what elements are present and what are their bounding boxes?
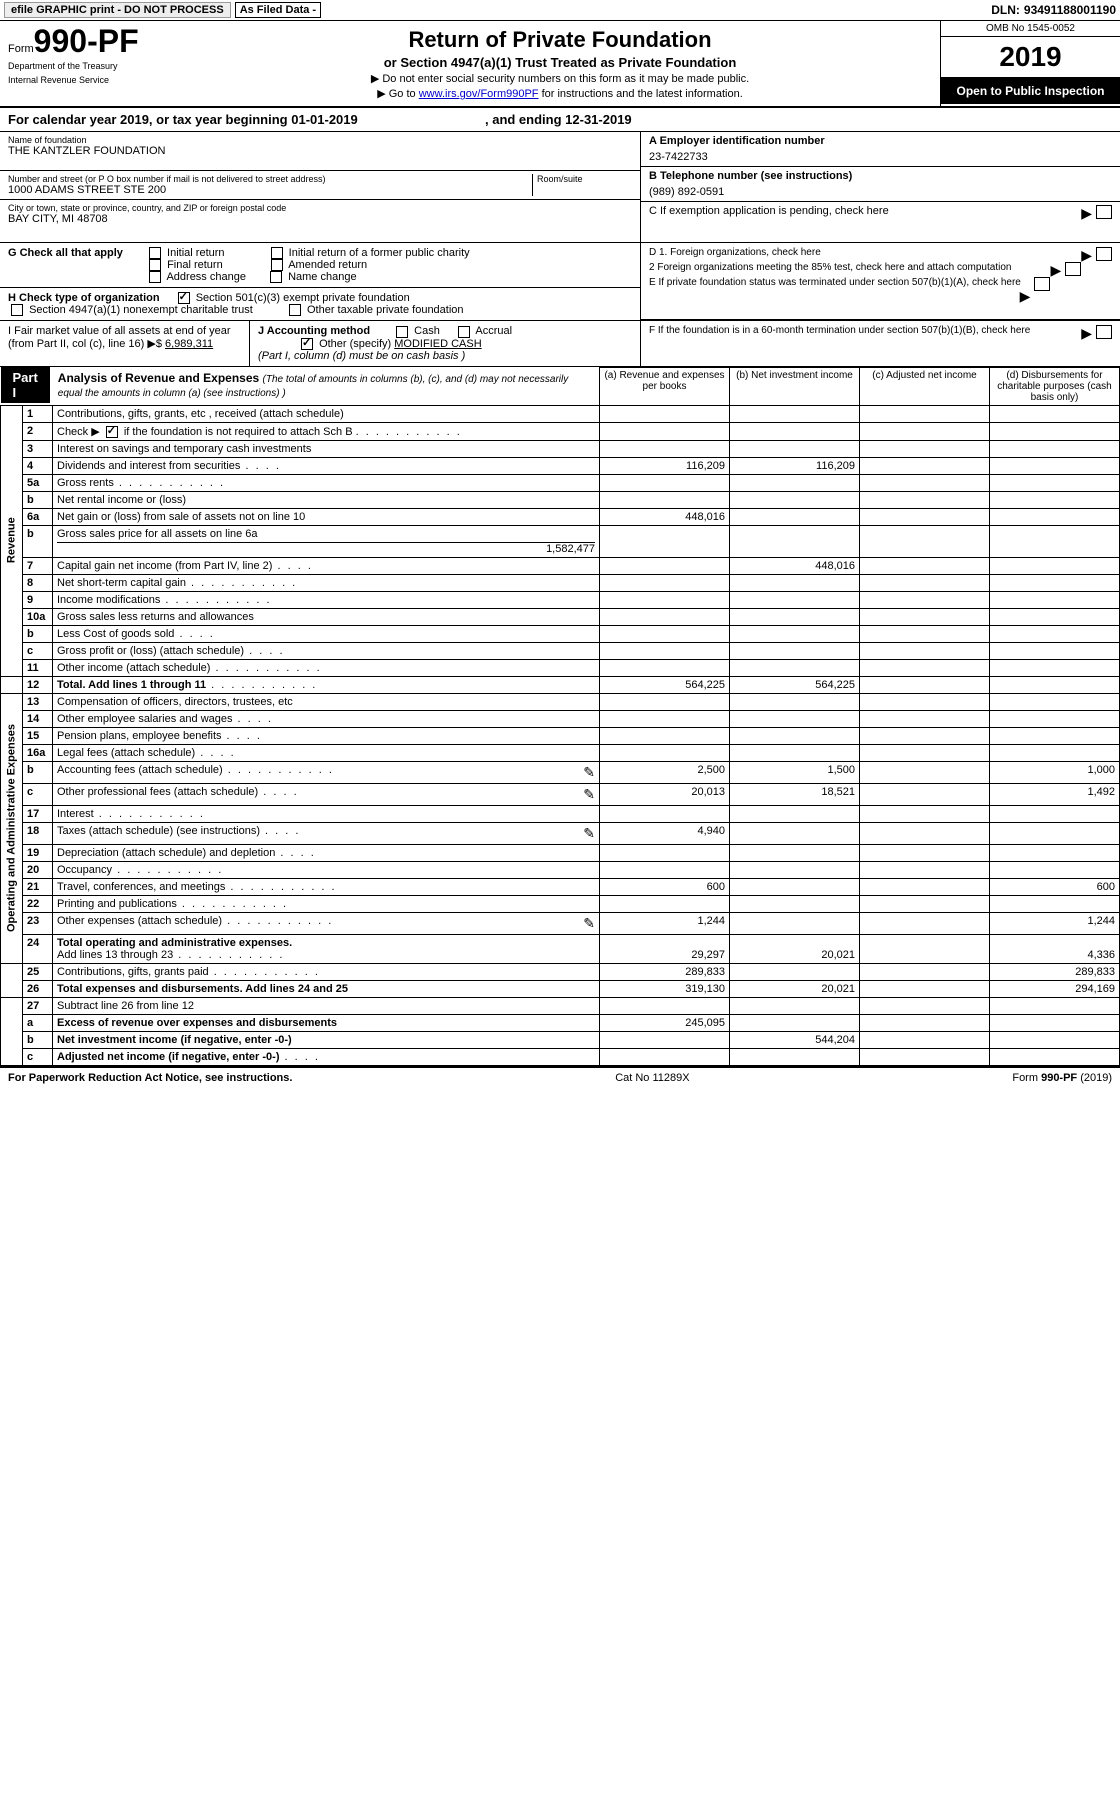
- room-label: Room/suite: [537, 174, 632, 184]
- top-bar: efile GRAPHIC print - DO NOT PROCESS As …: [0, 0, 1120, 21]
- dept-irs: Internal Revenue Service: [8, 75, 172, 85]
- cb-terminated[interactable]: [1034, 277, 1050, 291]
- cb-4947[interactable]: [11, 304, 23, 316]
- phone-value: (989) 892-0591: [649, 186, 1112, 198]
- foundation-name-label: Name of foundation: [8, 135, 632, 145]
- section-g: G Check all that apply Initial return In…: [0, 243, 640, 288]
- page-footer: For Paperwork Reduction Act Notice, see …: [0, 1066, 1120, 1088]
- cb-address[interactable]: [149, 271, 161, 283]
- expenses-label: Operating and Administrative Expenses: [1, 693, 23, 963]
- cb-name[interactable]: [270, 271, 282, 283]
- exemption-label: C If exemption application is pending, c…: [649, 205, 889, 217]
- cb-foreign2[interactable]: [1065, 262, 1081, 276]
- ein-label: A Employer identification number: [649, 135, 1112, 147]
- form-number: 990-PF: [34, 23, 139, 59]
- col-c-header: (c) Adjusted net income: [860, 367, 990, 405]
- section-h: H Check type of organization Section 501…: [0, 288, 640, 320]
- part1-tag: Part I: [1, 367, 50, 403]
- city-value: BAY CITY, MI 48708: [8, 213, 632, 225]
- fmv-value: 6,989,311: [165, 338, 213, 350]
- attach-icon[interactable]: ✎: [583, 786, 595, 803]
- part1-table: Part I Analysis of Revenue and Expenses …: [0, 367, 1120, 1066]
- instr-ssn: ▶ Do not enter social security numbers o…: [186, 72, 934, 85]
- other-method-val: MODIFIED CASH: [394, 338, 481, 350]
- form-word: Form: [8, 43, 34, 55]
- footer-form: Form 990-PF (2019): [1012, 1072, 1112, 1084]
- city-label: City or town, state or province, country…: [8, 203, 632, 213]
- tax-year: 2019: [941, 37, 1120, 78]
- dln-label: DLN:: [991, 3, 1020, 17]
- cb-accrual[interactable]: [458, 326, 470, 338]
- j-note: (Part I, column (d) must be on cash basi…: [258, 350, 465, 362]
- form-header: Form990-PF Department of the Treasury In…: [0, 21, 1120, 108]
- as-filed-label: As Filed Data -: [235, 2, 321, 18]
- omb-number: OMB No 1545-0052: [941, 21, 1120, 37]
- foundation-name: THE KANTZLER FOUNDATION: [8, 145, 632, 157]
- irs-link[interactable]: www.irs.gov/Form990PF: [419, 88, 539, 100]
- cb-other-method[interactable]: [301, 338, 313, 350]
- cb-initial[interactable]: [149, 247, 161, 259]
- cb-cash[interactable]: [396, 326, 408, 338]
- instr-link: ▶ Go to www.irs.gov/Form990PF for instru…: [186, 87, 934, 100]
- dept-treasury: Department of the Treasury: [8, 61, 172, 71]
- addr-label: Number and street (or P O box number if …: [8, 174, 532, 184]
- cb-501c3[interactable]: [178, 292, 190, 304]
- footer-left: For Paperwork Reduction Act Notice, see …: [8, 1072, 292, 1084]
- cb-foreign1[interactable]: [1096, 247, 1112, 261]
- open-inspection: Open to Public Inspection: [941, 78, 1120, 104]
- cb-initial-former[interactable]: [271, 247, 283, 259]
- attach-icon[interactable]: ✎: [583, 825, 595, 842]
- footer-cat: Cat No 11289X: [615, 1072, 689, 1084]
- form-subtitle: or Section 4947(a)(1) Trust Treated as P…: [186, 55, 934, 70]
- exemption-checkbox[interactable]: [1096, 205, 1112, 219]
- col-d-header: (d) Disbursements for charitable purpose…: [990, 367, 1120, 405]
- col-a-header: (a) Revenue and expenses per books: [600, 367, 730, 405]
- addr-value: 1000 ADAMS STREET STE 200: [8, 184, 532, 196]
- cb-60month[interactable]: [1096, 325, 1112, 339]
- calendar-year-row: For calendar year 2019, or tax year begi…: [0, 108, 1120, 132]
- dln-value: 93491188001190: [1024, 3, 1116, 17]
- ein-value: 23-7422733: [649, 151, 1112, 163]
- cb-other-taxable[interactable]: [289, 304, 301, 316]
- info-grid: Name of foundation THE KANTZLER FOUNDATI…: [0, 132, 1120, 243]
- cb-amended[interactable]: [271, 259, 283, 271]
- phone-label: B Telephone number (see instructions): [649, 170, 1112, 182]
- cb-schb[interactable]: [106, 426, 118, 438]
- col-b-header: (b) Net investment income: [730, 367, 860, 405]
- attach-icon[interactable]: ✎: [583, 915, 595, 932]
- form-title: Return of Private Foundation: [186, 27, 934, 53]
- cb-final[interactable]: [149, 259, 161, 271]
- attach-icon[interactable]: ✎: [583, 764, 595, 781]
- revenue-label: Revenue: [1, 405, 23, 676]
- efile-print-button[interactable]: efile GRAPHIC print - DO NOT PROCESS: [4, 2, 231, 18]
